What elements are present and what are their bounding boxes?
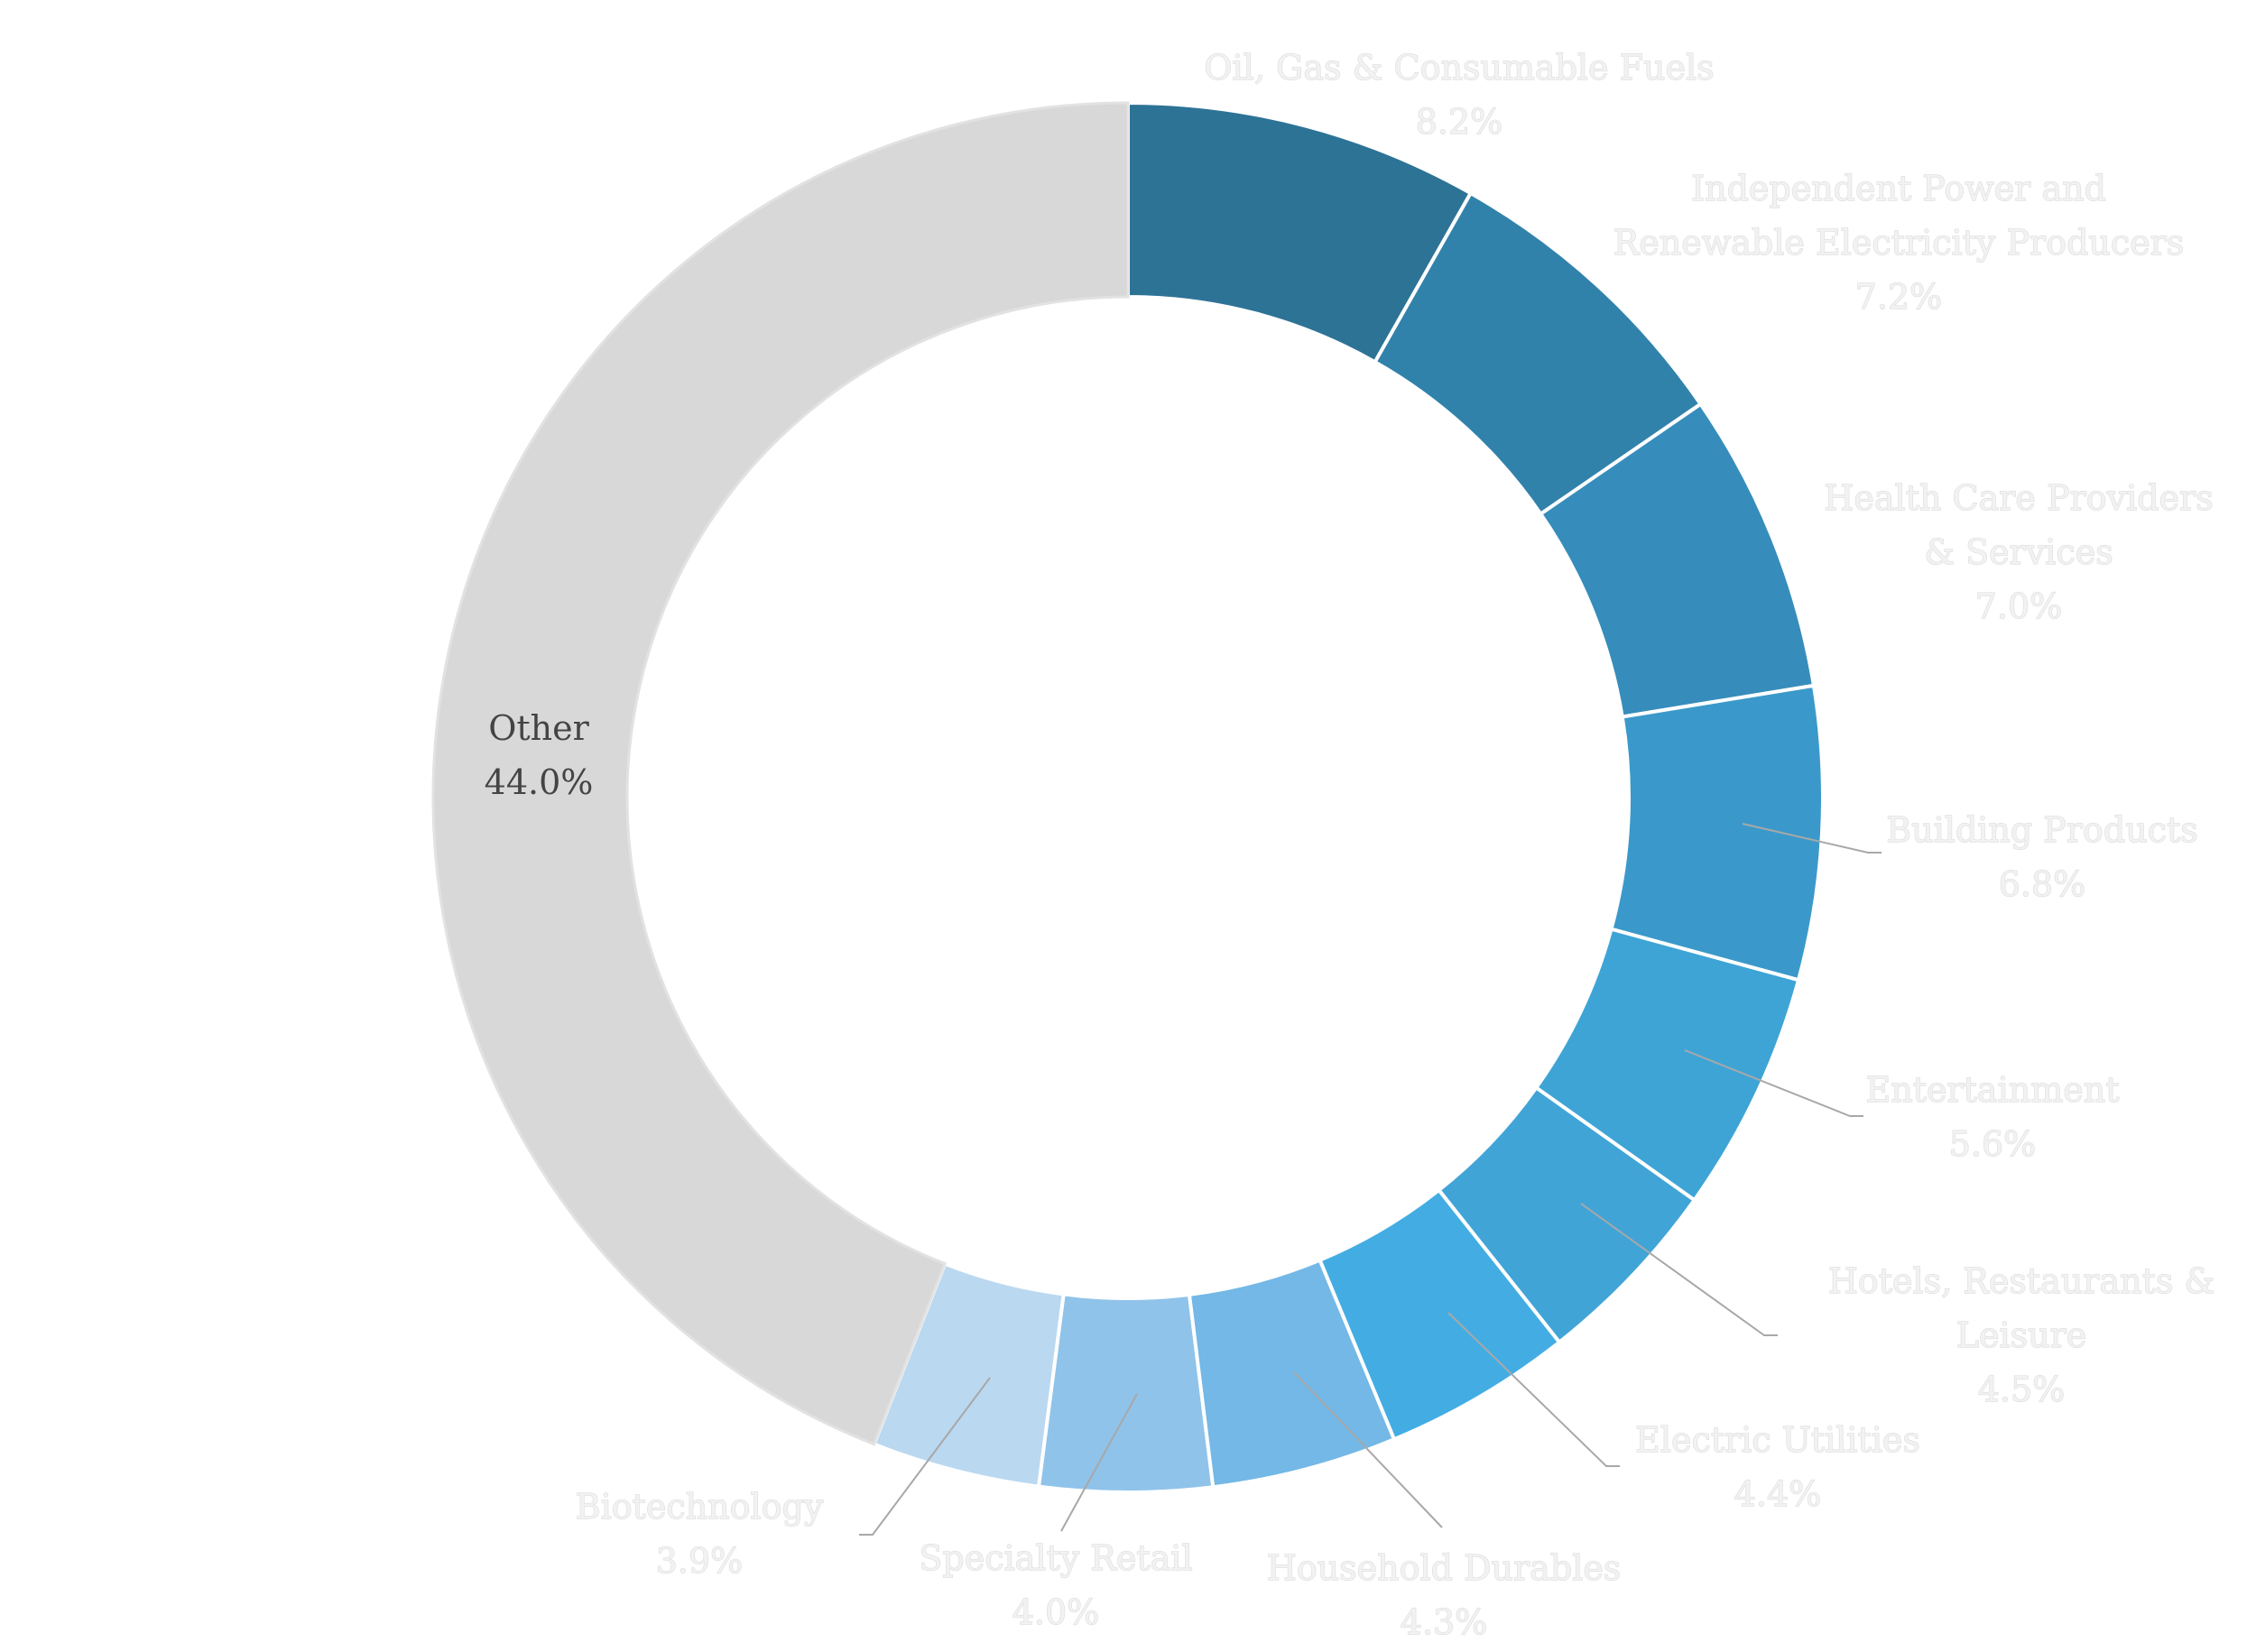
slice-value-label: 7.0% [1975,586,2063,626]
slice-category-label: Electric Utilities [1635,1420,1920,1460]
leader-lines-layer [859,823,1882,1536]
slice-label-household-durables: Household Durables 4.3% [1266,1547,1622,1642]
slice-label-other: Other 44.0% [485,708,594,802]
slice-category-label: Hotels, Restaurants & [1828,1261,2215,1301]
slice-label-entertainment: Entertainment 5.6% [1865,1069,2120,1164]
slice-value-label: 4.3% [1401,1602,1488,1642]
slice-category-label: Other [488,708,589,748]
leader-line-electric-utilities [1447,1312,1620,1467]
slice-category-label: Leisure [1956,1315,2087,1355]
slice-value-label: 44.0% [485,762,594,802]
leader-line-hotels-restaurants-and-leisure [1580,1203,1778,1336]
slice-value-label: 5.6% [1949,1124,2037,1164]
leader-line-biotechnology [859,1377,991,1536]
slice-category-label: Building Products [1886,810,2198,850]
slice-category-label: Entertainment [1866,1070,2120,1110]
leader-line-entertainment [1684,1049,1863,1117]
slice-value-label: 8.2% [1416,102,1503,142]
slice-label-hotels-restaurants-and-leisure: Hotels, Restaurants & Leisure 4.5% [1827,1260,2215,1409]
slice-value-label: 4.4% [1734,1474,1822,1514]
slice-value-label: 4.5% [1978,1370,2066,1409]
slice-value-label: 4.0% [1012,1592,1100,1632]
slice-category-label: Biotechnology [576,1487,824,1527]
slice-label-electric-utilities: Electric Utilities 4.4% [1635,1419,1921,1514]
slice-category-label: Independent Power and [1691,169,2106,208]
leader-line-household-durables [1293,1371,1443,1528]
leader-line-specialty-retail [1060,1393,1138,1532]
slice-label-independent-power-and-renewable-electricity-producers: Independent Power and Renewable Electrici… [1613,168,2185,317]
slice-label-specialty-retail: Specialty Retail 4.0% [919,1537,1193,1632]
labels-layer: Oil, Gas & Consumable Fuels 8.2% Independe… [485,47,2215,1642]
slice-label-building-products: Building Products 6.8% [1886,809,2199,904]
slice-specialty-retail [1036,1292,1216,1494]
slice-label-biotechnology: Biotechnology 3.9% [575,1486,824,1581]
slice-category-label: Health Care Providers [1824,478,2213,518]
slice-category-label: & Services [1924,532,2113,572]
slice-value-label: 7.2% [1855,277,1943,317]
slice-other [431,101,1130,1446]
slice-category-label: Specialty Retail [919,1538,1192,1578]
slice-value-label: 3.9% [656,1541,744,1581]
slice-label-oil-gas-and-consumable-fuels: Oil, Gas & Consumable Fuels 8.2% [1204,47,1715,142]
slice-category-label: Renewable Electricity Producers [1613,223,2185,263]
slice-label-health-care-providers-and-services: Health Care Providers & Services 7.0% [1824,477,2214,626]
slice-value-label: 6.8% [1999,864,2086,904]
slice-category-label: Oil, Gas & Consumable Fuels [1204,48,1714,88]
slices-layer [431,100,1825,1494]
slice-category-label: Household Durables [1267,1548,1622,1588]
leader-line-building-products [1742,823,1882,854]
